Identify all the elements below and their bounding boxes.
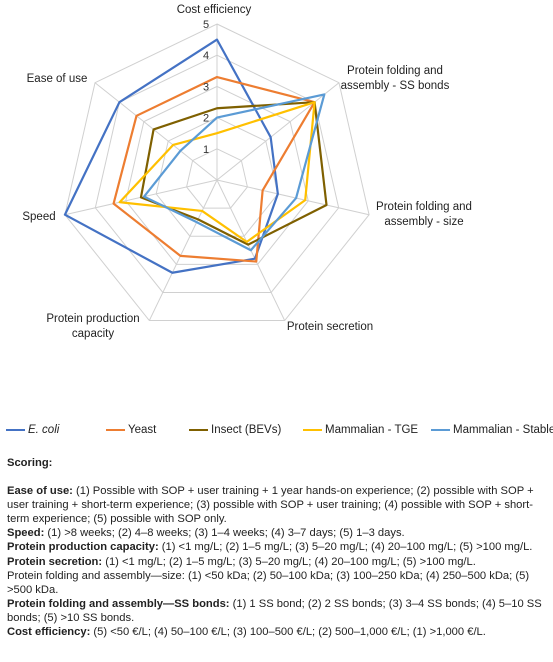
grid-ring-2 — [155, 117, 279, 237]
scoring-notes: Scoring: Ease of use: (1) Possible with … — [7, 456, 547, 639]
legend-swatch — [106, 429, 125, 431]
scoring-item-label: Protein production capacity: — [7, 541, 159, 554]
axis-label-0: Cost efficiency — [177, 4, 252, 16]
scoring-item-text: (1) >8 weeks; (2) 4–8 weeks; (3) 1–4 wee… — [44, 527, 405, 540]
scoring-item-6: Cost efficiency: (5) <50 €/L; (4) 50–100… — [7, 625, 547, 639]
legend: E. coli Yeast Insect (BEVs) Mammalian - TGE… — [6, 424, 553, 438]
scoring-item-label: Protein secretion: — [7, 555, 103, 568]
tick-label-2: 2 — [203, 113, 209, 125]
tick-label-1: 1 — [203, 144, 209, 156]
scoring-items: Ease of use: (1) Possible with SOP + use… — [7, 484, 547, 639]
legend-label: Yeast — [128, 424, 157, 436]
scoring-item-label: Ease of use: — [7, 485, 73, 498]
legend-item-4: Mammalian - Stable — [431, 424, 553, 436]
legend-label: E. coli — [28, 424, 60, 436]
legend-item-1: Yeast — [106, 424, 156, 436]
legend-item-3: Mammalian - TGE — [303, 424, 418, 436]
series-2-line — [139, 101, 328, 246]
spoke-1 — [216, 82, 340, 181]
axis-labels: Cost efficiency Protein folding and assemb… — [22, 4, 472, 340]
scoring-item-5: Protein folding and assembly—SS bonds: (… — [7, 597, 547, 625]
scoring-item-text: (1) 1 SS bond; (2) 2 SS bonds; (3) 3–4 S… — [7, 597, 542, 624]
spoke-6 — [94, 82, 218, 181]
radar-chart: 1 2 3 4 5 Cost efficiency Protein folding and… — [22, 4, 472, 340]
axis-label-5: Speed — [22, 211, 55, 223]
scoring-item-label: Cost efficiency: — [7, 626, 91, 639]
scoring-item-label: Speed: — [7, 527, 45, 540]
series-4-line — [142, 93, 326, 252]
axis-label-6: Ease of use — [27, 73, 88, 85]
series-3-line — [118, 101, 316, 243]
scoring-item-text: (1) <1 mg/L; (2) 1–5 mg/L; (3) 5–20 mg/L… — [102, 555, 476, 568]
spoke-2 — [216, 179, 370, 216]
scoring-item-label: Protein folding and assembly—SS bonds: — [7, 597, 230, 610]
grid-ring-1 — [186, 148, 248, 209]
scoring-item-text: (5) <50 €/L; (4) 50–100 €/L; (3) 100–500… — [90, 626, 486, 639]
axis-label-4: Protein production capacity — [46, 313, 139, 340]
axis-label-2: Protein folding and assembly - size — [376, 201, 472, 228]
spoke-4 — [148, 179, 218, 321]
radial-ticks: 1 2 3 4 5 — [203, 19, 209, 156]
legend-swatch — [6, 429, 25, 431]
axis-label-1: Protein folding and assembly - SS bonds — [341, 65, 450, 92]
legend-swatch — [431, 429, 450, 431]
legend-item-0: E. coli — [6, 424, 59, 436]
scoring-item-0: Ease of use: (1) Possible with SOP + use… — [7, 484, 547, 526]
scoring-title: Scoring: — [7, 457, 53, 469]
radar-grid — [64, 23, 370, 322]
radar-series — [63, 38, 328, 274]
series-1-line — [112, 75, 316, 263]
scoring-item-2: Protein production capacity: (1) <1 mg/L… — [7, 540, 547, 554]
legend-swatch — [189, 429, 208, 431]
legend-label: Mammalian - TGE — [325, 424, 419, 436]
legend-swatch — [303, 429, 322, 431]
scoring-item-4: Protein folding and assembly—size: (1) <… — [7, 569, 547, 597]
scoring-item-text: (1) Possible with SOP + user training + … — [7, 485, 534, 526]
scoring-item-text: (1) <1 mg/L; (2) 1–5 mg/L; (3) 5–20 mg/L… — [158, 541, 533, 554]
tick-label-5: 5 — [203, 19, 209, 31]
axis-label-3: Protein secretion — [287, 321, 373, 333]
grid-ring-4 — [94, 54, 340, 293]
grid-ring-5 — [64, 23, 370, 322]
legend-label: Insect (BEVs) — [211, 424, 282, 436]
legend-label: Mammalian - Stable — [453, 424, 553, 436]
scoring-item-text: Protein folding and assembly—size: (1) <… — [7, 569, 530, 596]
series-0-line — [63, 38, 279, 274]
tick-label-4: 4 — [203, 50, 209, 62]
tick-label-3: 3 — [203, 81, 209, 93]
scoring-item-1: Speed: (1) >8 weeks; (2) 4–8 weeks; (3) … — [7, 526, 547, 540]
legend-item-2: Insect (BEVs) — [189, 424, 281, 436]
scoring-item-3: Protein secretion: (1) <1 mg/L; (2) 1–5 … — [7, 555, 547, 569]
